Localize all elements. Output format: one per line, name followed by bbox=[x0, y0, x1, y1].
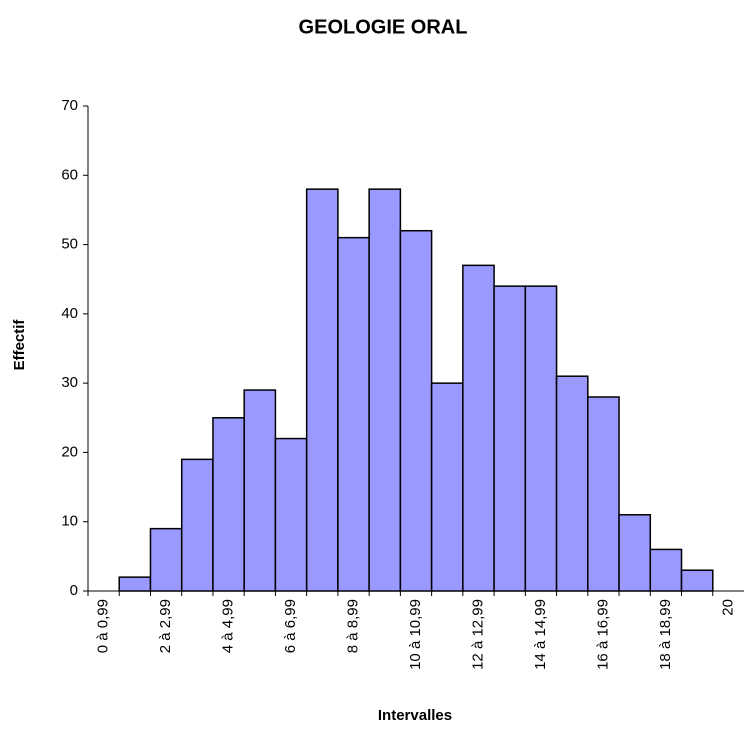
y-tick-label: 50 bbox=[61, 236, 78, 253]
x-axis-label: Intervalles bbox=[378, 707, 452, 724]
bar bbox=[430, 382, 464, 592]
x-tick-label: 18 à 18,99 bbox=[657, 599, 674, 670]
x-tick-label: 20 bbox=[719, 599, 736, 616]
bar bbox=[587, 396, 620, 592]
y-tick-label: 0 bbox=[70, 582, 78, 599]
x-tick-label: 12 à 12,99 bbox=[469, 599, 486, 670]
bar bbox=[524, 285, 558, 592]
x-tick-label: 8 à 8,99 bbox=[344, 599, 361, 653]
x-tick-label: 10 à 10,99 bbox=[407, 599, 424, 670]
x-tick-label: 2 à 2,99 bbox=[157, 599, 174, 653]
bar bbox=[462, 264, 495, 592]
x-tick-label: 4 à 4,99 bbox=[220, 599, 237, 653]
y-tick-label: 10 bbox=[61, 513, 78, 530]
bar bbox=[212, 417, 245, 592]
bar bbox=[243, 389, 277, 592]
bar bbox=[149, 527, 183, 592]
x-tick-label: 16 à 16,99 bbox=[594, 599, 611, 670]
bar bbox=[274, 437, 308, 592]
bar bbox=[680, 569, 714, 592]
y-tick-label: 30 bbox=[61, 374, 78, 391]
bar bbox=[649, 548, 683, 592]
bar bbox=[399, 229, 433, 592]
x-tick-label: 0 à 0,99 bbox=[95, 599, 112, 653]
bar bbox=[555, 375, 589, 592]
y-tick-label: 40 bbox=[61, 305, 78, 322]
y-tick-label: 70 bbox=[61, 97, 78, 114]
y-axis-label: Effectif bbox=[11, 319, 28, 371]
bar bbox=[493, 285, 527, 592]
bar bbox=[118, 576, 152, 592]
y-tick-label: 60 bbox=[61, 166, 78, 183]
y-tick-label: 20 bbox=[61, 443, 78, 460]
x-tick-label: 14 à 14,99 bbox=[532, 599, 549, 670]
bar bbox=[618, 514, 652, 592]
chart-title: GEOLOGIE ORAL bbox=[299, 16, 468, 38]
bar bbox=[305, 188, 339, 592]
bar bbox=[368, 188, 402, 592]
bar bbox=[180, 458, 214, 592]
x-tick-label: 6 à 6,99 bbox=[282, 599, 299, 653]
bar bbox=[337, 236, 370, 592]
